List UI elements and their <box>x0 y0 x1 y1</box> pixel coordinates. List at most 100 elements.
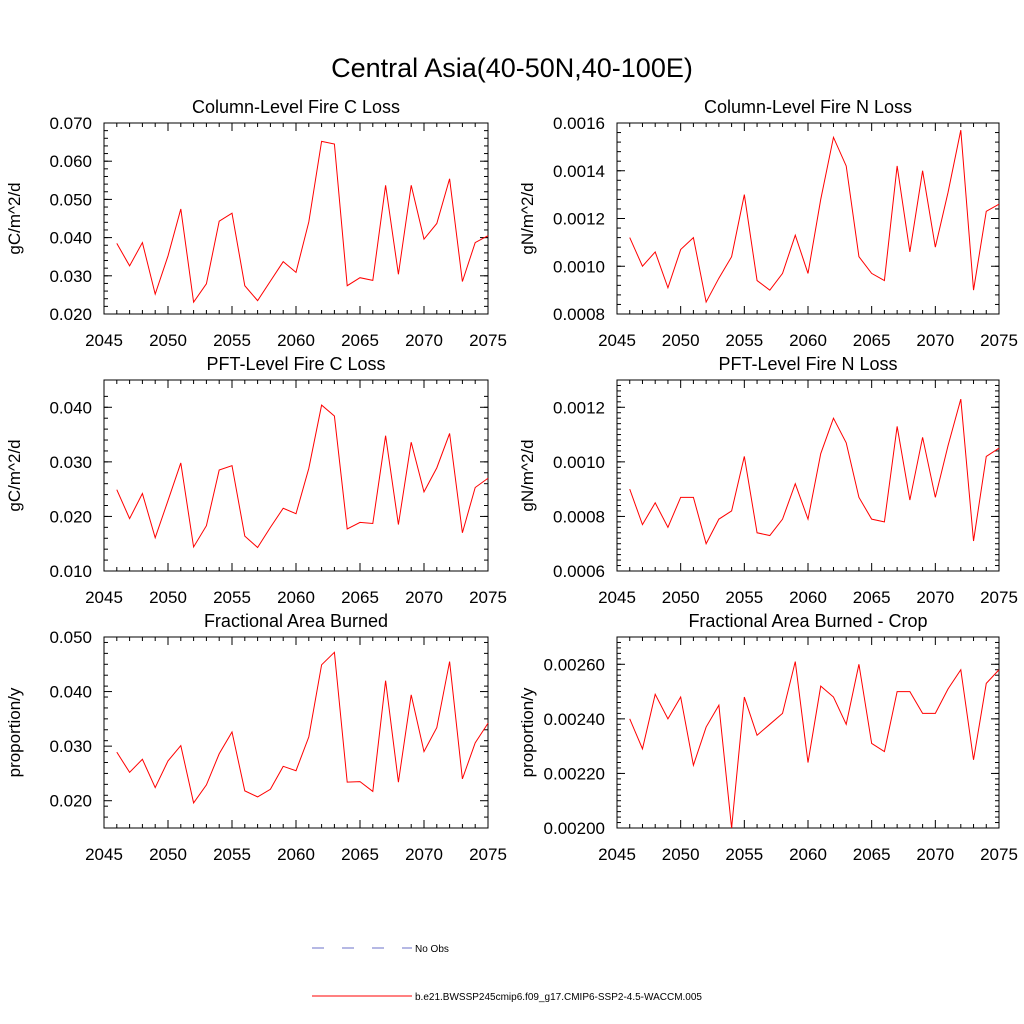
x-tick-label: 2070 <box>916 845 954 864</box>
y-tick-label: 0.0008 <box>553 507 605 526</box>
y-tick-label: 0.030 <box>49 267 92 286</box>
series-line <box>629 130 1000 304</box>
y-tick-label: 0.050 <box>49 190 92 209</box>
x-tick-label: 2055 <box>725 588 763 607</box>
x-tick-label: 2075 <box>980 588 1018 607</box>
y-axis-label: gC/m^2/d <box>5 439 24 511</box>
y-tick-label: 0.030 <box>49 453 92 472</box>
series-line <box>116 651 489 805</box>
y-tick-label: 0.00260 <box>544 655 605 674</box>
y-tick-label: 0.010 <box>49 562 92 581</box>
panel-title: Column-Level Fire N Loss <box>704 97 912 117</box>
plot-frame <box>103 636 489 829</box>
y-tick-label: 0.040 <box>49 683 92 702</box>
y-tick-label: 0.020 <box>49 792 92 811</box>
chart-panel-pft-fire-n-loss: PFT-Level Fire N Loss gN/m^2/d 2045 2050 205… <box>518 354 1018 607</box>
y-tick-label: 0.0012 <box>553 210 605 229</box>
y-axis-label: gN/m^2/d <box>518 439 537 511</box>
y-tick-label: 0.020 <box>49 507 92 526</box>
plot-frame <box>616 379 1000 572</box>
x-tick-label: 2065 <box>853 588 891 607</box>
y-tick-label: 0.00200 <box>544 819 605 838</box>
y-tick-label: 0.060 <box>49 152 92 171</box>
x-tick-label: 2050 <box>149 331 187 350</box>
x-tick-label: 2065 <box>341 331 379 350</box>
panel-title: PFT-Level Fire C Loss <box>206 354 385 374</box>
x-tick-label: 2045 <box>598 588 636 607</box>
x-tick-label: 2045 <box>85 331 123 350</box>
x-tick-label: 2070 <box>405 588 443 607</box>
x-tick-label: 2070 <box>405 845 443 864</box>
plot-frame <box>103 122 489 315</box>
x-tick-label: 2045 <box>85 845 123 864</box>
x-tick-label: 2070 <box>916 588 954 607</box>
y-tick-label: 0.00220 <box>544 764 605 783</box>
x-tick-label: 2050 <box>149 588 187 607</box>
x-tick-label: 2075 <box>980 845 1018 864</box>
y-axis-label: proportion/y <box>518 687 537 777</box>
x-tick-label: 2060 <box>789 331 827 350</box>
panel-title: Fractional Area Burned <box>204 611 388 631</box>
series-line <box>629 661 1000 829</box>
x-tick-label: 2060 <box>277 331 315 350</box>
y-tick-label: 0.050 <box>49 628 92 647</box>
y-tick-label: 0.0010 <box>553 453 605 472</box>
y-tick-label: 0.0008 <box>553 305 605 324</box>
x-tick-label: 2050 <box>662 845 700 864</box>
x-tick-label: 2070 <box>916 331 954 350</box>
x-tick-label: 2055 <box>213 845 251 864</box>
x-tick-label: 2060 <box>277 845 315 864</box>
x-tick-label: 2075 <box>469 588 507 607</box>
plot-frame <box>616 636 1000 829</box>
panel-title: PFT-Level Fire N Loss <box>718 354 897 374</box>
series-line <box>629 398 1000 546</box>
x-tick-label: 2060 <box>789 845 827 864</box>
y-tick-label: 0.00240 <box>544 710 605 729</box>
main-title: Central Asia(40-50N,40-100E) <box>331 53 693 83</box>
x-tick-label: 2065 <box>341 588 379 607</box>
panels: Column-Level Fire C Loss gC/m^2/d 2045 2050… <box>5 97 1018 864</box>
series-line <box>116 140 489 304</box>
x-tick-label: 2045 <box>598 845 636 864</box>
legend-label-no-obs: No Obs <box>415 944 449 955</box>
x-tick-label: 2065 <box>341 845 379 864</box>
x-tick-label: 2050 <box>662 588 700 607</box>
x-tick-label: 2060 <box>277 588 315 607</box>
y-tick-label: 0.0006 <box>553 562 605 581</box>
x-tick-label: 2045 <box>85 588 123 607</box>
y-axis-label: proportion/y <box>5 687 24 777</box>
x-tick-label: 2055 <box>725 845 763 864</box>
x-tick-label: 2065 <box>853 845 891 864</box>
y-tick-label: 0.040 <box>49 398 92 417</box>
series-line <box>116 404 489 549</box>
x-tick-label: 2055 <box>213 588 251 607</box>
x-tick-label: 2055 <box>725 331 763 350</box>
x-tick-label: 2055 <box>213 331 251 350</box>
chart-panel-pft-fire-c-loss: PFT-Level Fire C Loss gC/m^2/d 2045 2050 205… <box>5 354 507 607</box>
y-axis-label: gN/m^2/d <box>518 182 537 254</box>
y-tick-label: 0.040 <box>49 229 92 248</box>
x-tick-label: 2050 <box>662 331 700 350</box>
x-tick-label: 2060 <box>789 588 827 607</box>
chart-panel-column-fire-c-loss: Column-Level Fire C Loss gC/m^2/d 2045 2050… <box>5 97 507 350</box>
x-tick-label: 2070 <box>405 331 443 350</box>
x-tick-label: 2045 <box>598 331 636 350</box>
y-tick-label: 0.0012 <box>553 398 605 417</box>
y-tick-label: 0.020 <box>49 305 92 324</box>
panel-title: Fractional Area Burned - Crop <box>688 611 927 631</box>
x-tick-label: 2075 <box>469 331 507 350</box>
y-tick-label: 0.030 <box>49 737 92 756</box>
x-tick-label: 2075 <box>469 845 507 864</box>
chart-panel-column-fire-n-loss: Column-Level Fire N Loss gN/m^2/d 2045 2050… <box>518 97 1018 350</box>
y-tick-label: 0.0010 <box>553 257 605 276</box>
legend-label-model: b.e21.BWSSP245cmip6.f09_g17.CMIP6-SSP2-4… <box>415 992 702 1003</box>
y-tick-label: 0.0014 <box>553 162 605 181</box>
chart-panel-fractional-area-burned: Fractional Area Burned proportion/y 2045 20… <box>5 611 507 864</box>
y-axis-label: gC/m^2/d <box>5 182 24 254</box>
legend: No Obs b.e21.BWSSP245cmip6.f09_g17.CMIP6… <box>312 944 702 1003</box>
x-tick-label: 2050 <box>149 845 187 864</box>
plot-frame <box>103 379 489 572</box>
chart-panel-fractional-area-burned-crop: Fractional Area Burned - Crop proportion/… <box>518 611 1018 864</box>
y-tick-label: 0.070 <box>49 114 92 133</box>
